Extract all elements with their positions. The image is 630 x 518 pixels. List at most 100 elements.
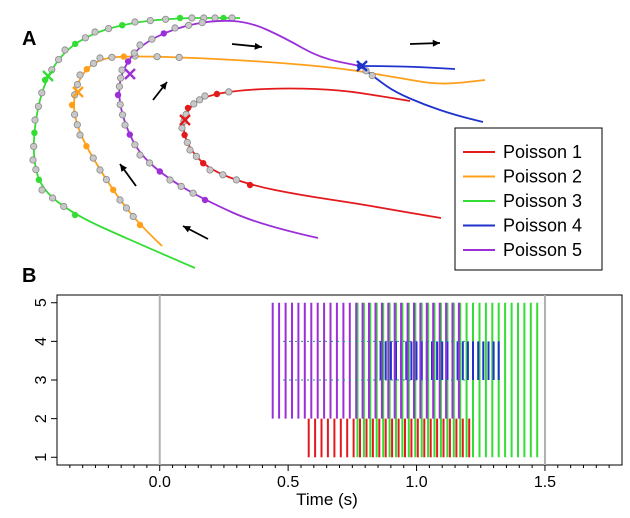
trajectory-marker [175,53,183,62]
x-tick-label: 0.0 [149,474,171,491]
trajectory-marker [38,89,46,97]
trajectory-marker [213,90,221,98]
legend-label: Poisson 5 [503,240,582,260]
trajectory-marker [177,182,185,190]
trajectory-marker [160,30,167,37]
trajectory-marker [34,102,43,111]
trajectory-marker [196,96,204,104]
trajectory-marker [114,91,122,99]
trajectory-marker [76,71,84,79]
trajectory-marker [96,54,104,62]
panel-b: B 0.0 0.5 1.0 1.5 1 2 3 4 5 Time (s) [22,265,623,509]
trajectory-marker [48,194,57,202]
legend-label: Poisson 3 [503,191,582,211]
trajectory-marker [115,82,124,91]
x-tick-label: 1.0 [405,474,427,491]
trajectory-marker [89,154,97,162]
trajectory-marker [117,74,125,82]
trajectory-marker [32,166,40,174]
trajectory-marker [105,24,113,33]
trajectory-marker [178,124,186,132]
trajectory-marker [246,181,254,189]
trajectory-marker [162,15,170,23]
legend: Poisson 1 Poisson 2 Poisson 3 Poisson 4 Pois… [454,127,603,271]
arrow-head [432,39,440,47]
x-axis-title: Time (s) [296,490,358,509]
trajectory-marker [192,152,200,160]
x-axis: 0.0 0.5 1.0 1.5 [69,465,610,491]
spike-raster [158,295,546,465]
trajectory-marker [136,151,144,159]
trajectory-marker [76,131,84,139]
cross-marker [42,70,54,82]
y-tick-label: 3 [33,375,50,384]
trajectory-marker [38,186,46,194]
trajectory-marker [186,146,194,154]
trajectory-marker [71,111,79,119]
trajectory-marker [201,196,209,204]
arrow-icon [182,225,209,240]
trajectory-marker [136,221,144,229]
trajectory-marker [176,14,184,22]
trajectory-marker [131,141,139,149]
trajectory-marker [29,156,37,164]
x-tick-label: 1.5 [534,474,556,491]
trajectory-marker [146,16,154,25]
panel-b-label: B [22,265,36,287]
trajectory-marker [368,71,376,80]
trajectory-marker [200,160,207,167]
trajectory-marker [90,59,98,68]
trajectory-marker [119,111,127,119]
y-tick-label: 5 [33,298,50,307]
trajectory-marker [118,66,126,74]
trajectory-marker [225,88,233,96]
trajectory-marker [73,121,81,129]
panel-a-label: A [22,28,36,50]
trajectory-marker [61,46,69,54]
trajectory-marker [121,121,129,129]
trajectory-marker [190,100,198,108]
trajectory-marker [146,159,154,167]
trajectory-marker [30,142,38,150]
trajectory-marker [171,24,179,32]
y-tick-label: 1 [33,453,50,462]
trajectory-marker [206,166,214,174]
trajectory-marker [54,55,63,64]
arrow-icon [119,163,137,187]
y-tick-label: 2 [33,414,50,423]
trajectory-marker [102,176,111,184]
trajectory-marker [116,101,124,109]
arrow-icon [409,39,441,47]
trajectory-marker [148,35,156,43]
direction-arrows [119,39,441,240]
trajectory-marker [201,92,209,100]
trajectory-marker [156,168,163,175]
arrow-head [120,164,128,172]
x-tick-label: 0.5 [277,474,299,491]
trajectory-marker [83,66,91,73]
trajectory-line [118,19,361,239]
trajectory-line [182,87,442,219]
trajectory-marker [119,22,126,29]
trajectory-marker [31,129,38,136]
trajectory-marker [131,18,139,26]
trajectory-line [359,65,484,123]
arrow-head [159,82,167,90]
trajectory-marker [71,211,79,219]
trajectory-marker [136,41,144,49]
y-axis: 1 2 3 4 5 [33,298,57,462]
trajectory-marker [35,176,43,183]
trajectory-marker [68,101,76,109]
legend-label: Poisson 2 [503,167,582,187]
trajectory-marker [108,53,116,61]
trajectory-marker [166,176,174,184]
trajectory-marker [60,202,68,211]
trajectory-marker [122,204,131,212]
trajectory-marker [124,58,132,65]
trajectory-marker [198,18,206,27]
trajectory-marker [110,186,117,193]
legend-label: Poisson 1 [503,142,582,162]
trajectory-marker [129,212,137,221]
